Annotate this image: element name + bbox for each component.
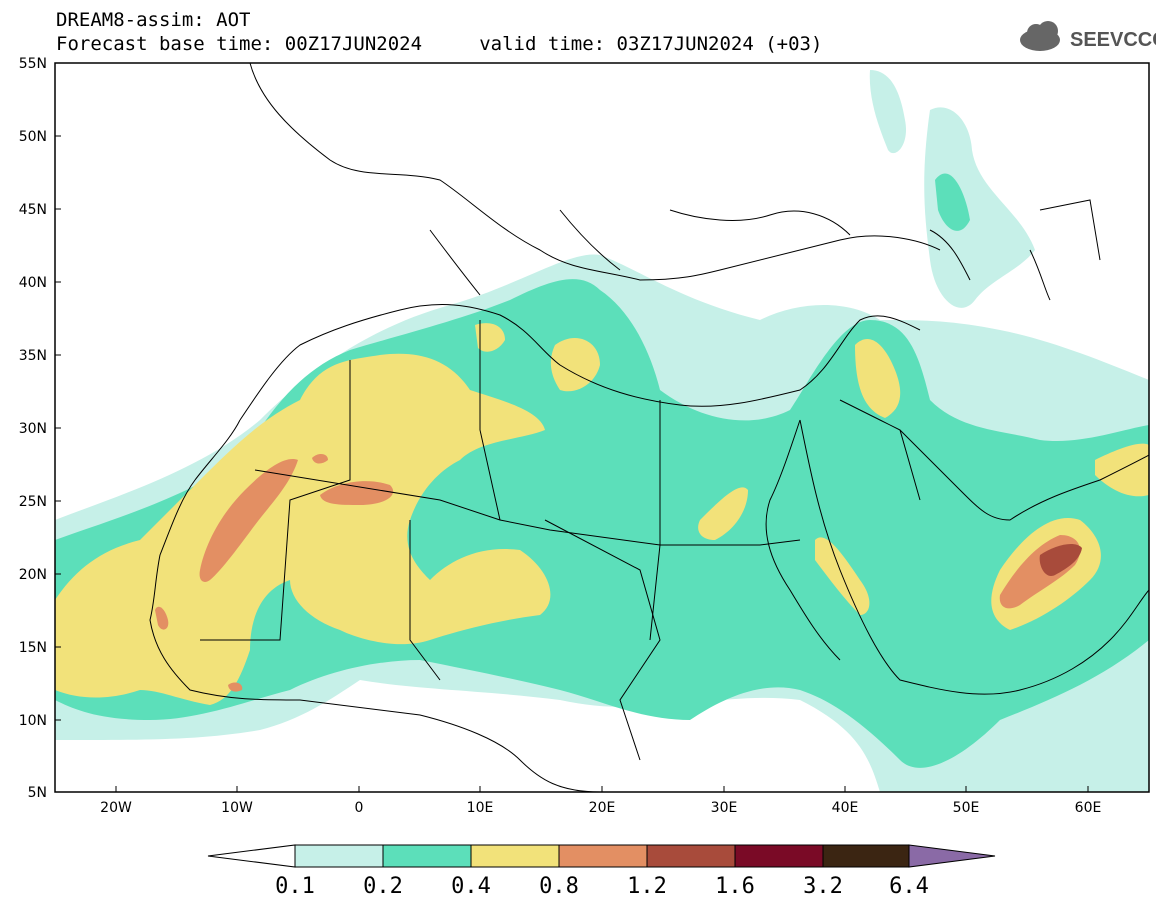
forecast-time-line: Forecast base time: 00Z17JUN2024 valid t… — [56, 33, 823, 55]
lat-label: 25N — [19, 494, 47, 510]
logo-text: SEEVCCC — [1070, 29, 1156, 51]
lon-label: 60E — [1075, 800, 1102, 816]
lat-label: 50N — [19, 129, 47, 145]
colorbar-swatch — [470, 844, 560, 868]
lat-ticks — [55, 62, 61, 793]
lon-label: 30E — [711, 800, 738, 816]
lon-label: 20W — [100, 800, 132, 816]
lon-label: 10E — [467, 800, 494, 816]
lon-label: 0 — [355, 800, 364, 816]
lon-labels: 20W 10W 0 10E 20E 30E 40E 50E 60E — [100, 800, 1101, 816]
lon-label: 20E — [589, 800, 616, 816]
lat-label: 55N — [19, 56, 47, 72]
colorbar-tick: 6.4 — [889, 874, 929, 899]
colorbar-tick: 0.8 — [539, 874, 579, 899]
lat-labels: 55N 50N 45N 40N 35N 30N 25N 20N 15N 10N … — [19, 56, 47, 801]
lat-label: 20N — [19, 567, 47, 583]
colorbar-under-arrow — [207, 844, 296, 868]
map-title: DREAM8-assim: AOT — [56, 9, 251, 31]
aot-field — [55, 70, 1149, 792]
colorbar-swatch — [294, 844, 384, 868]
lon-label: 50E — [953, 800, 980, 816]
colorbar-over-arrow — [908, 844, 996, 868]
lat-label: 40N — [19, 275, 47, 291]
seevccc-logo: SEEVCCC — [1020, 21, 1156, 51]
colorbar-tick: 1.2 — [627, 874, 667, 899]
colorbar-swatch — [646, 844, 736, 868]
colorbar-tick: 3.2 — [803, 874, 843, 899]
lat-label: 15N — [19, 640, 47, 656]
lon-label: 40E — [832, 800, 859, 816]
lon-label: 10W — [221, 800, 253, 816]
colorbar-swatch — [558, 844, 648, 868]
coastlines — [149, 63, 1149, 792]
colorbar-swatch — [382, 844, 472, 868]
colorbar-labels: 0.1 0.2 0.4 0.8 1.2 1.6 3.2 6.4 — [275, 874, 929, 899]
lat-label: 45N — [19, 202, 47, 218]
colorbar-swatch — [822, 844, 910, 868]
lat-label: 5N — [28, 785, 47, 801]
colorbar — [207, 844, 996, 868]
colorbar-tick: 0.4 — [451, 874, 491, 899]
colorbar-tick: 1.6 — [715, 874, 755, 899]
colorbar-tick: 0.1 — [275, 874, 315, 899]
colorbar-swatch — [734, 844, 824, 868]
lon-ticks — [115, 786, 1089, 792]
lat-label: 30N — [19, 421, 47, 437]
cloud-icon — [1020, 21, 1060, 51]
colorbar-tick: 0.2 — [363, 874, 403, 899]
lat-label: 10N — [19, 713, 47, 729]
lat-label: 35N — [19, 348, 47, 364]
